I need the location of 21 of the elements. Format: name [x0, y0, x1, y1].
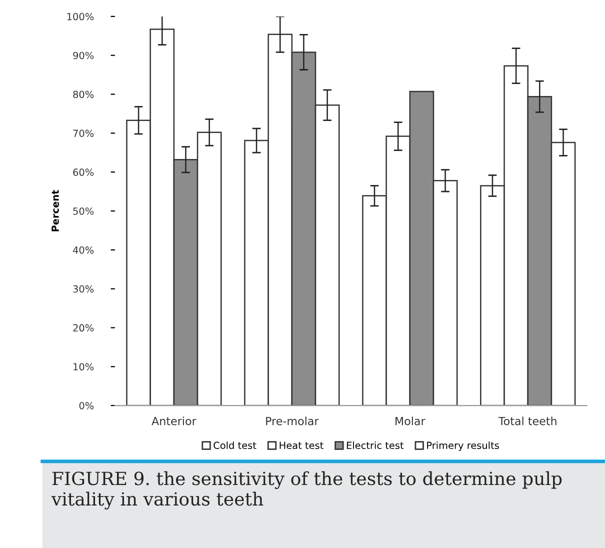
x-tick-label: Pre-molar: [266, 416, 319, 426]
legend-label: Heat test: [280, 442, 324, 450]
y-tick-label: 30%: [73, 285, 94, 293]
y-tick-label: 90%: [73, 52, 94, 60]
y-tick-label: 0%: [79, 402, 94, 410]
y-tick-label: 80%: [73, 90, 94, 98]
y-tick-label: 60%: [73, 168, 94, 176]
y-tick-label: 40%: [72, 246, 94, 254]
y-tick-label: 10%: [74, 363, 94, 370]
y-tick-label: 50%: [73, 207, 94, 215]
y-tick-label: 100%: [67, 12, 94, 20]
y-tick-label: 20%: [73, 324, 94, 332]
legend-label: Electric test: [346, 442, 404, 450]
x-tick-label: Total teeth: [498, 416, 556, 426]
legend-label: Cold test: [214, 442, 256, 450]
caption: FIGURE 9. the sensitivity of the tests to determine pulp vitality in various teeth: [51, 471, 562, 510]
legend-label: Primery results: [427, 442, 499, 451]
y-axis-title: Percent: [52, 190, 59, 232]
x-tick-label: Molar: [396, 416, 426, 426]
x-tick-label: Anterior: [152, 416, 196, 426]
y-tick-label: 70%: [73, 130, 94, 137]
